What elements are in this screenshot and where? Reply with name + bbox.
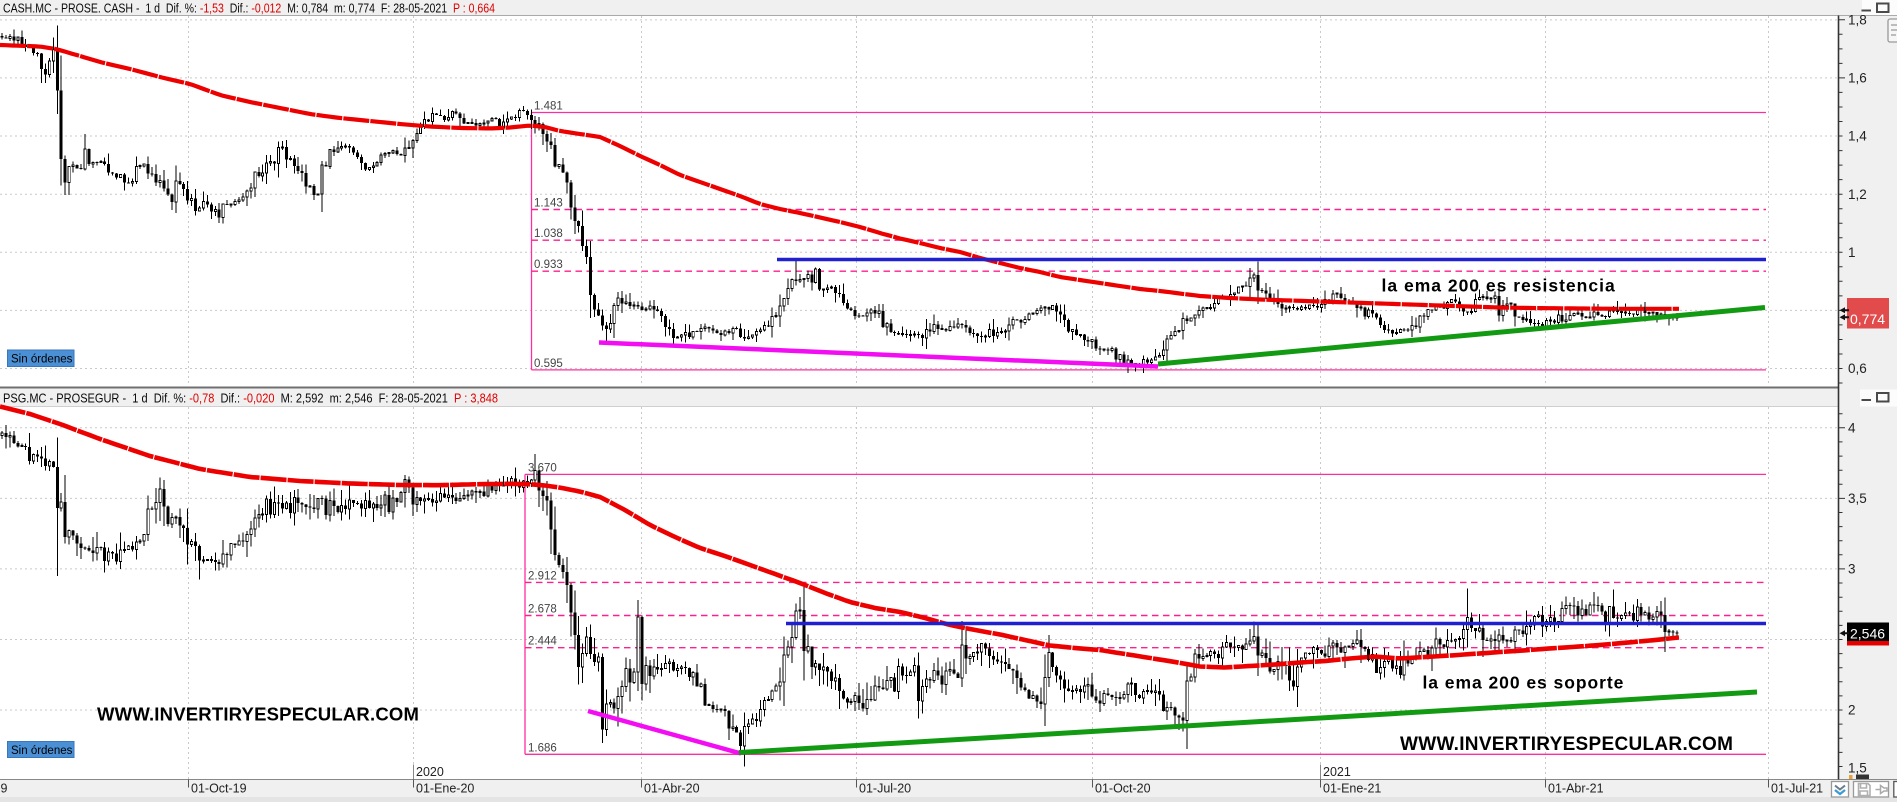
- svg-text:WWW.INVERTIRYESPECULAR.COM: WWW.INVERTIRYESPECULAR.COM: [97, 704, 419, 725]
- svg-text:1.481: 1.481: [534, 101, 563, 113]
- svg-text:3,5: 3,5: [1848, 491, 1867, 506]
- svg-text:Sin órdenes: Sin órdenes: [11, 745, 73, 757]
- svg-text:1.038: 1.038: [534, 228, 563, 240]
- svg-text:0,774: 0,774: [1850, 311, 1885, 327]
- svg-text:01-Ene-21: 01-Ene-21: [1323, 782, 1381, 796]
- svg-text:1,6: 1,6: [1848, 71, 1867, 86]
- svg-text:1,5: 1,5: [1848, 761, 1867, 776]
- svg-text:2.678: 2.678: [528, 604, 557, 616]
- svg-text:CASH.MC - PROSE. CASH - 1 d: CASH.MC - PROSE. CASH - 1 d Dif. %: -1,5…: [3, 1, 495, 15]
- svg-text:Sin órdenes: Sin órdenes: [11, 354, 73, 366]
- svg-text:1.686: 1.686: [528, 742, 557, 754]
- svg-text:3.670: 3.670: [528, 462, 557, 474]
- svg-text:3: 3: [1848, 562, 1856, 577]
- svg-text:2: 2: [1848, 703, 1856, 718]
- svg-text:0.595: 0.595: [534, 358, 563, 370]
- svg-text:2,546: 2,546: [1850, 626, 1885, 642]
- svg-text:1: 1: [1848, 245, 1856, 260]
- svg-text:2021: 2021: [1323, 765, 1351, 779]
- svg-text:01-Oct-20: 01-Oct-20: [1095, 782, 1151, 796]
- svg-text:0.933: 0.933: [534, 259, 563, 271]
- svg-text:PSG.MC - PROSEGUR - 1 d Dif.: PSG.MC - PROSEGUR - 1 d Dif. %: -0,78 Di…: [3, 391, 498, 405]
- svg-text:9: 9: [1, 782, 8, 796]
- svg-text:1.143: 1.143: [534, 198, 563, 210]
- svg-text:WWW.INVERTIRYESPECULAR.COM: WWW.INVERTIRYESPECULAR.COM: [1400, 734, 1733, 755]
- svg-text:01-Jul-20: 01-Jul-20: [859, 782, 911, 796]
- svg-text:2.444: 2.444: [528, 636, 557, 648]
- svg-text:4: 4: [1848, 421, 1856, 436]
- svg-text:1,2: 1,2: [1848, 187, 1867, 202]
- svg-text:la ema 200 es resistencia: la ema 200 es resistencia: [1382, 275, 1616, 295]
- svg-text:2.912: 2.912: [528, 570, 557, 582]
- svg-text:01-Jul-21: 01-Jul-21: [1771, 782, 1823, 796]
- svg-text:2020: 2020: [416, 765, 444, 779]
- svg-text:01-Abr-21: 01-Abr-21: [1548, 782, 1604, 796]
- svg-text:1,8: 1,8: [1848, 13, 1867, 28]
- svg-text:01-Oct-19: 01-Oct-19: [191, 782, 247, 796]
- svg-text:1,4: 1,4: [1848, 129, 1867, 144]
- svg-text:la ema 200 es soporte: la ema 200 es soporte: [1423, 673, 1625, 693]
- svg-text:0,6: 0,6: [1848, 361, 1867, 376]
- svg-text:01-Abr-20: 01-Abr-20: [644, 782, 700, 796]
- svg-text:01-Ene-20: 01-Ene-20: [416, 782, 474, 796]
